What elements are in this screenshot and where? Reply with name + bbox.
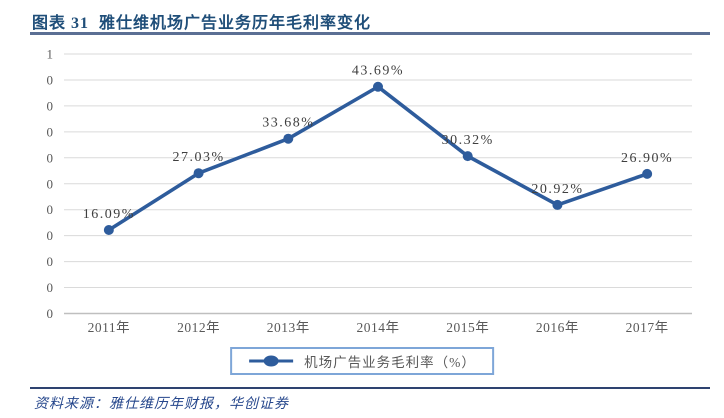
y-tick-label: 0 [47,176,54,191]
x-axis-label: 2015年 [446,320,489,335]
data-label: 26.90% [621,151,673,166]
y-tick-label: 0 [47,72,54,87]
legend: 机场广告业务毛利率（%） [230,347,494,375]
legend-label: 机场广告业务毛利率（%） [304,355,476,370]
y-tick-label: 0 [47,124,54,139]
x-axis-label: 2011年 [88,320,131,335]
data-label: 43.69% [352,64,404,79]
data-point-marker [462,151,473,162]
legend-line-marker-icon [249,355,294,367]
y-tick-label: 0 [47,228,54,243]
y-tick-label: 0 [47,280,54,295]
data-point-marker [552,199,563,210]
x-axis-label: 2014年 [357,320,400,335]
data-label: 30.32% [442,133,494,148]
data-point-marker [103,224,114,235]
data-label: 20.92% [531,182,583,197]
data-point-marker [642,168,653,179]
chart-title: 图表 31 雅仕维机场广告业务历年毛利率变化 [32,15,372,32]
y-tick-label: 0 [47,306,54,321]
y-tick-label: 0 [47,150,54,165]
x-axis-label: 2016年 [536,320,579,335]
source-note: 资料来源：雅仕维历年财报，华创证券 [34,397,289,412]
data-point-marker [373,81,383,92]
y-tick-label: 0 [47,202,54,217]
x-axis-label: 2017年 [626,320,669,335]
data-label: 16.09% [83,207,135,222]
title-underline [30,32,710,35]
x-axis-label: 2012年 [177,320,220,335]
footer-rule [30,387,710,389]
data-label: 33.68% [262,116,314,131]
y-tick-label: 1 [47,47,54,62]
data-point-marker [283,133,294,144]
data-point-marker [193,168,204,179]
y-tick-label: 0 [47,254,54,269]
x-axis-label: 2013年 [267,320,310,335]
data-label: 27.03% [172,150,224,165]
y-tick-label: 0 [47,98,54,113]
